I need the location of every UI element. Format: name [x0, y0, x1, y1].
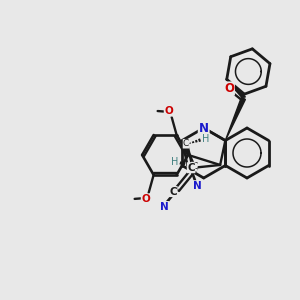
- Polygon shape: [225, 98, 245, 140]
- Text: H: H: [202, 134, 210, 144]
- Text: N: N: [199, 122, 209, 134]
- Text: O: O: [224, 82, 234, 95]
- Text: H: H: [171, 157, 178, 166]
- Text: O: O: [141, 194, 150, 204]
- Text: C: C: [187, 163, 195, 173]
- Text: N: N: [160, 202, 169, 212]
- Text: C: C: [169, 187, 177, 196]
- Text: N: N: [193, 181, 202, 191]
- Text: C: C: [183, 139, 189, 148]
- Text: O: O: [164, 106, 173, 116]
- Text: C: C: [191, 162, 197, 171]
